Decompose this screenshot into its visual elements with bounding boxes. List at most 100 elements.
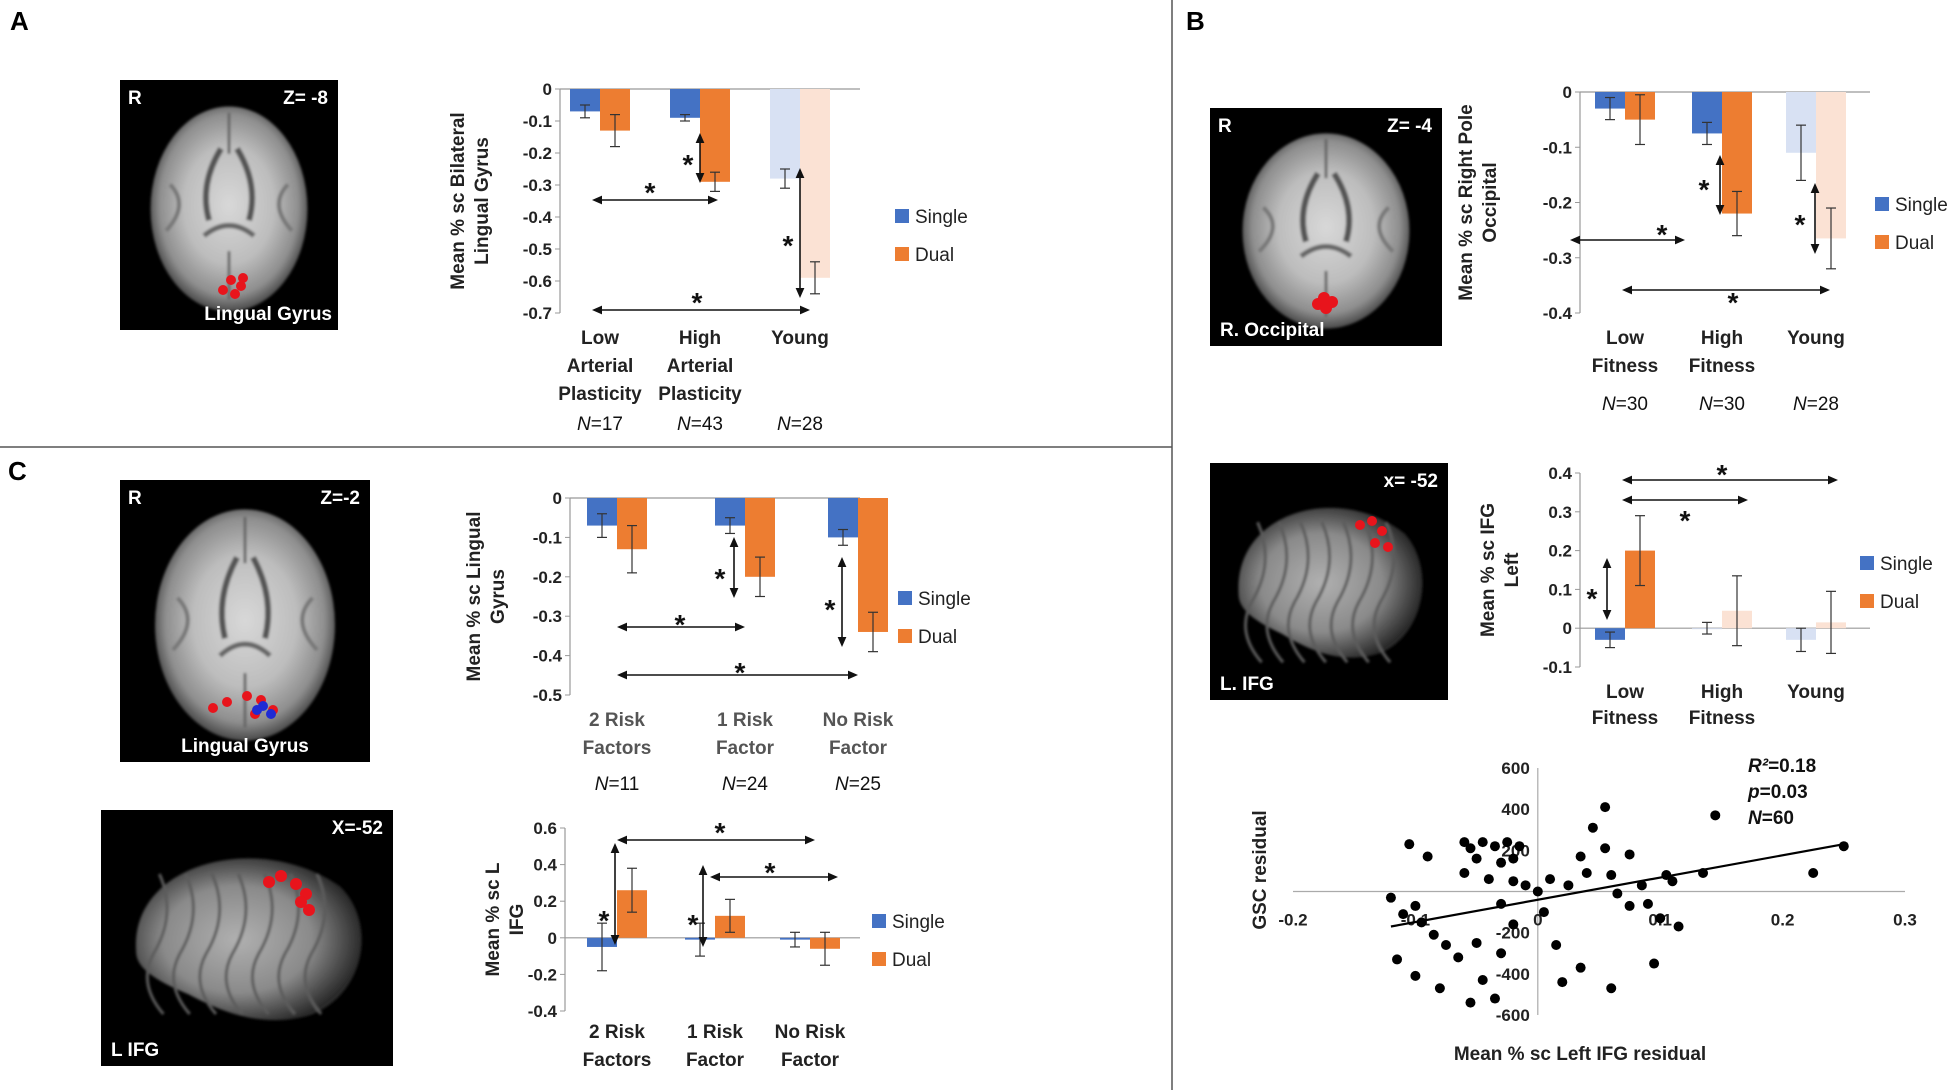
- significance-star: *: [1717, 459, 1728, 490]
- sulcus: [202, 223, 256, 238]
- category-label: Factor: [829, 738, 888, 759]
- arrow-head: [735, 622, 745, 632]
- significance-star: *: [1728, 287, 1739, 318]
- y-tick-label: -0.2: [533, 568, 562, 587]
- category-label: High: [1701, 328, 1743, 349]
- y-tick-label: 0.4: [533, 856, 557, 875]
- sample-size-label: N=30: [1602, 394, 1648, 415]
- y-axis-title: GSC residual: [1250, 810, 1271, 929]
- scatter-point: [1514, 841, 1525, 852]
- scatter-point: [1642, 898, 1653, 909]
- sulcus: [164, 183, 181, 232]
- scatter-point: [1477, 975, 1488, 986]
- scatter-point: [1606, 870, 1617, 881]
- gyrus-fold: [277, 873, 300, 1015]
- scatter-point: [1385, 892, 1396, 903]
- arrow-head: [1570, 235, 1580, 245]
- panel-label-a: A: [10, 6, 29, 36]
- scatter-point: [1489, 841, 1500, 852]
- y-tick-label: -0.3: [523, 176, 552, 195]
- y-tick-label: 0: [1563, 83, 1572, 102]
- ventricle-right: [1331, 171, 1353, 243]
- scatter-point: [1404, 839, 1415, 850]
- y-tick-label: -400: [1496, 965, 1530, 984]
- significance-star: *: [1795, 209, 1806, 240]
- legend-swatch-dual: [898, 629, 912, 643]
- sulcus: [300, 596, 319, 652]
- scatter-point: [1624, 900, 1635, 911]
- scatter-point: [1838, 841, 1849, 852]
- scatter-point: [1434, 983, 1445, 994]
- arrow-head: [837, 637, 847, 647]
- legend-swatch-single: [1875, 197, 1889, 211]
- category-label: 2 Risk: [589, 1022, 645, 1043]
- brain-axial-slice: [150, 106, 308, 312]
- arrow-head: [695, 133, 705, 143]
- orientation-label: R: [128, 88, 142, 109]
- y-tick-label: -0.3: [533, 607, 562, 626]
- bar-chart-a: 0 -0.1 -0.2 -0.3 -0.4 -0.5 -0.6 -0.7 Mean % sc B…: [448, 80, 968, 435]
- gyrus-fold: [198, 873, 222, 1015]
- arrow-head: [795, 168, 805, 178]
- scatter-point: [1459, 867, 1470, 878]
- y-tick-label: 0.2: [533, 892, 557, 911]
- panel-label-b: B: [1186, 6, 1205, 36]
- arrow-head: [848, 670, 858, 680]
- bar-chart-c2: 0.6 0.4 0.2 0 -0.2 -0.4 Mean % sc L IFG 2 Risk Fa…: [483, 817, 945, 1071]
- arrow-head: [1622, 475, 1632, 485]
- y-tick-label: -0.2: [1543, 194, 1572, 213]
- y-axis-title: Mean % sc Bilateral Lingual Gyrus: [448, 112, 493, 289]
- brain-image-braina: R Z= -8 Lingual Gyrus: [120, 80, 338, 330]
- scatter-point: [1508, 919, 1519, 930]
- arrow-head: [1715, 155, 1725, 165]
- gyrus-fold: [1286, 521, 1310, 664]
- legend-swatch-dual: [1875, 235, 1889, 249]
- bar-chart-b2: 0.4 0.3 0.2 0.1 0 -0.1 Mean % sc IFG Left Low Fit…: [1478, 459, 1933, 729]
- bar-chart-b1: 0 -0.1 -0.2 -0.3 -0.4 Mean % sc Right Pole Occ…: [1456, 83, 1948, 415]
- region-caption: Lingual Gyrus: [181, 736, 309, 757]
- legend-label-dual: Dual: [892, 950, 931, 971]
- gyrus-fold: [224, 873, 248, 1015]
- panel-label-c: C: [8, 456, 27, 486]
- significance-star: *: [692, 287, 703, 318]
- scatter-point: [1808, 867, 1819, 878]
- brain-outline: [1242, 133, 1410, 329]
- significance-arrow: *: [1699, 155, 1725, 215]
- y-tick-label: -0.5: [523, 240, 552, 259]
- activation-blob: [238, 273, 248, 283]
- significance-arrow: *: [683, 133, 705, 183]
- scatter-point: [1508, 876, 1519, 887]
- activation-blob: [1355, 520, 1365, 530]
- scatter-point: [1600, 802, 1611, 813]
- slice-coordinate-label: X=-52: [332, 818, 383, 839]
- scatter-point: [1471, 937, 1482, 948]
- arrow-head: [698, 865, 708, 875]
- legend-label-dual: Dual: [1880, 592, 1919, 613]
- scatter-point: [1649, 958, 1660, 969]
- region-caption: L IFG: [111, 1040, 159, 1061]
- brain-outline: [155, 509, 335, 741]
- significance-star: *: [1680, 505, 1691, 536]
- significance-arrow: *: [617, 657, 858, 688]
- arrow-head: [710, 872, 720, 882]
- sample-size-label: N=28: [777, 414, 823, 435]
- category-label: Plasticity: [558, 384, 642, 405]
- activation-blob: [1377, 526, 1387, 536]
- significance-arrow: *: [617, 817, 815, 848]
- regression-line: [1390, 843, 1844, 928]
- significance-arrow: *: [599, 843, 620, 945]
- category-label: Young: [771, 328, 829, 349]
- scatter-point: [1441, 940, 1451, 951]
- ventricle-left: [218, 555, 240, 640]
- brain-axial-slice: [155, 509, 335, 741]
- activation-blob: [222, 697, 232, 707]
- y-tick-label: -0.1: [1543, 138, 1572, 157]
- significance-arrow: *: [1622, 495, 1748, 536]
- significance-star: *: [599, 905, 610, 936]
- scatter-point: [1532, 886, 1543, 897]
- significance-star: *: [783, 230, 794, 261]
- sulcus: [1257, 206, 1275, 253]
- orientation-label: R: [1218, 116, 1232, 137]
- activation-blob: [266, 709, 276, 719]
- category-label: Fitness: [1592, 708, 1659, 729]
